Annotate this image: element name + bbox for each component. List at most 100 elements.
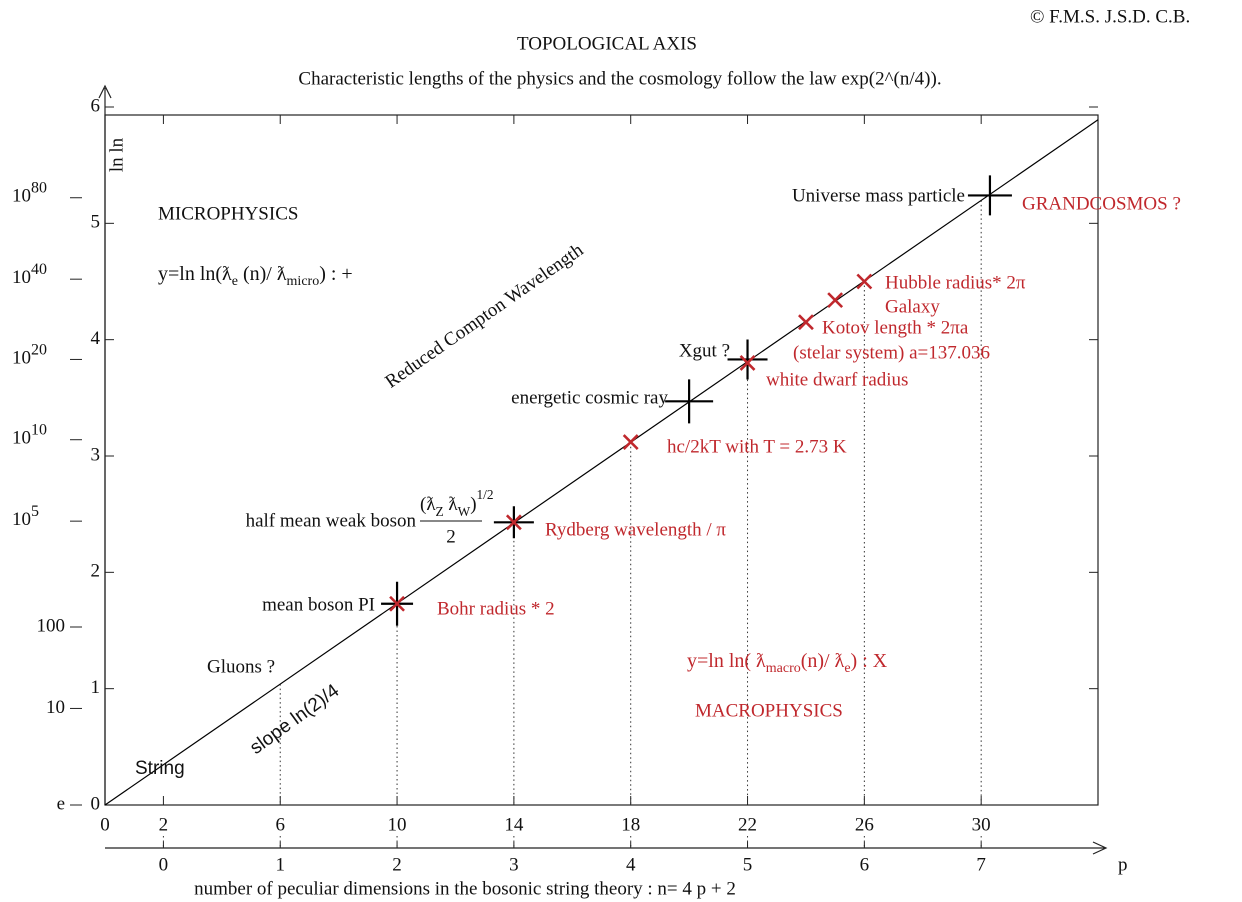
annotation: String: [135, 758, 185, 779]
annotation: Kotov length * 2πa: [822, 317, 969, 338]
p-tick-label: 3: [509, 854, 519, 875]
cross-marker: [505, 514, 522, 531]
annotation: Hubble radius* 2π: [885, 272, 1026, 293]
annotation: Rydberg wavelength / π: [545, 519, 726, 540]
annotation: Universe mass particle: [792, 185, 965, 206]
p-axis: [105, 841, 1108, 855]
cross-marker: [739, 355, 756, 371]
y-tick-label: 1: [91, 677, 101, 698]
y2-tick-label: 100: [37, 615, 66, 636]
y-tick-label: 4: [91, 328, 101, 349]
formula-part: ) : +: [319, 263, 353, 285]
annotation: mean boson PI: [262, 594, 375, 615]
y2-tick-label: 10: [46, 697, 65, 718]
y2-tick-exponent: 20: [31, 341, 47, 358]
chart-subtitle: Characteristic lengths of the physics an…: [298, 68, 941, 89]
x-tick-label: 30: [972, 814, 991, 835]
p-tick-label: 7: [976, 854, 986, 875]
y2-tick-exponent: 5: [31, 503, 39, 520]
p-tick-label: 6: [860, 854, 870, 875]
formula-part: micro: [287, 274, 320, 289]
formula: y=ln ln(ƛe (n)/ ƛmicro) : +: [158, 263, 353, 290]
formula-part: macro: [766, 661, 801, 676]
y-tick-label: 2: [91, 561, 101, 582]
y2-tick-base: 10: [12, 186, 31, 207]
annotation: white dwarf radius: [766, 369, 908, 390]
formula-part: Z: [436, 504, 444, 519]
y2-tick-label: 1020: [12, 341, 47, 369]
annotation: hc/2kT with T = 2.73 K: [667, 436, 847, 457]
annotation: half mean weak boson: [246, 510, 417, 531]
y-axis-label: ln ln: [106, 137, 127, 172]
annotation: MICROPHYSICS: [158, 203, 298, 224]
p-tick-label: 2: [392, 854, 402, 875]
cross-marker: [622, 434, 639, 450]
formula-part: y=ln ln( ƛ: [687, 650, 766, 672]
formula-part: e: [844, 661, 850, 676]
formula-part: ƛ: [444, 494, 459, 515]
formula-part: y=ln ln(ƛ: [158, 263, 232, 285]
cross-marker: [798, 314, 814, 331]
y-axis-arrow: [98, 84, 112, 805]
annotation: slope ln(2)/4: [246, 680, 343, 759]
y2-tick-exponent: 10: [31, 421, 47, 438]
annotation: Gluons ?: [207, 656, 275, 677]
p-tick-label: 0: [159, 854, 169, 875]
formula-part: 1/2: [477, 487, 494, 502]
formula-part: (n)/ ƛ: [801, 650, 845, 672]
formula: y=ln ln( ƛmacro(n)/ ƛe) : X: [687, 650, 888, 677]
annotation: Xgut ?: [679, 340, 730, 361]
cross-marker: [389, 595, 405, 612]
formula-part: ) : X: [851, 650, 888, 672]
cross-marker: [827, 292, 844, 309]
y-tick-label: 3: [91, 444, 101, 465]
law-line: [104, 119, 1099, 806]
x-tick-label: 10: [388, 814, 407, 835]
annotation: Bohr radius * 2: [437, 598, 555, 619]
p-axis-label: p: [1118, 854, 1128, 875]
p-tick-label: 1: [275, 854, 285, 875]
x-tick-label: 18: [621, 814, 640, 835]
y2-tick-label: 1080: [12, 179, 47, 207]
y2-tick-base: 10: [12, 428, 31, 449]
annotation: energetic cosmic ray: [511, 387, 668, 408]
y2-tick-exponent: 40: [31, 261, 47, 278]
formula-part: (n)/ ƛ: [238, 263, 287, 285]
formula-part: ): [470, 494, 476, 515]
x-axis-label: number of peculiar dimensions in the bos…: [194, 878, 736, 899]
y2-tick-label: 105: [12, 503, 39, 531]
fraction-denominator: 2: [446, 526, 456, 547]
y2-tick-exponent: 80: [31, 179, 47, 196]
x-tick-label: 26: [855, 814, 874, 835]
plus-marker: [665, 379, 714, 424]
y2-tick-base: 10: [12, 510, 31, 531]
x-tick-label: 22: [738, 814, 757, 835]
formula: (ƛZ ƛW)1/2: [420, 487, 494, 519]
annotation: Galaxy: [885, 296, 940, 317]
annotation: GRANDCOSMOS ?: [1022, 193, 1181, 214]
formula-part: W: [458, 504, 471, 519]
plus-marker: [727, 339, 768, 380]
y2-tick-base: 10: [12, 348, 31, 369]
x-tick-label: 0: [100, 814, 110, 835]
x-tick-label: 14: [504, 814, 524, 835]
y2-tick-label: 1010: [12, 421, 47, 449]
formula-part: (ƛ: [420, 494, 436, 515]
y2-tick-label: e: [57, 793, 65, 814]
formula-part: e: [232, 274, 238, 289]
p-tick-label: 5: [743, 854, 753, 875]
x-tick-label: 2: [159, 814, 169, 835]
annotation: MACROPHYSICS: [695, 700, 843, 721]
p-tick-label: 4: [626, 854, 636, 875]
y2-tick-label: 1040: [12, 261, 47, 289]
y-tick-label: 5: [91, 212, 101, 233]
credit: © F.M.S. J.S.D. C.B.: [1030, 6, 1190, 27]
y2-tick-base: 10: [12, 268, 31, 289]
y-tick-label: 0: [91, 793, 101, 814]
plus-marker: [967, 175, 1012, 216]
annotation: Reduced Compton Wavelength: [381, 239, 587, 392]
y-tick-label: 6: [91, 95, 101, 116]
x-tick-label: 6: [275, 814, 285, 835]
